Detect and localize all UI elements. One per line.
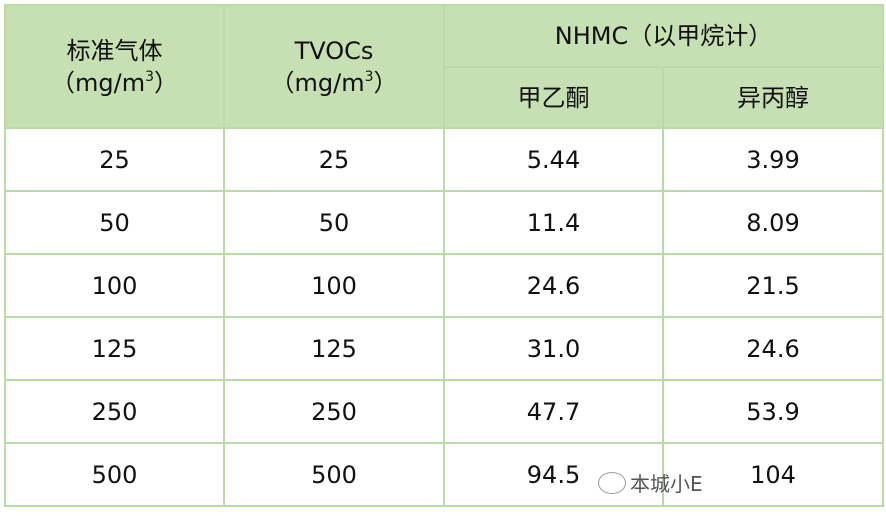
header-tvocs: TVOCs （mg/m3） [223,4,445,129]
table-cell: 125 [223,316,445,381]
table-cell: 50 [223,190,445,255]
table-row: 250 250 47.7 53.9 [4,379,884,444]
header-nhmc: NHMC（以甲烷计） [443,4,884,68]
table-cell: 11.4 [443,190,664,255]
table-row: 125 125 31.0 24.6 [4,316,884,381]
table-cell: 104 [662,442,884,507]
header-unit: （mg/m3） [6,67,223,99]
table-cell: 125 [4,316,225,381]
table-cell: 100 [4,253,225,318]
data-table: 标准气体 （mg/m3） TVOCs （mg/m3） NHMC（以甲烷计） 甲乙… [4,4,884,507]
table-cell: 5.44 [443,127,664,192]
table-cell: 50 [4,190,225,255]
table-cell: 53.9 [662,379,884,444]
table-row: 25 25 5.44 3.99 [4,127,884,192]
table-cell: 24.6 [662,316,884,381]
header-label: TVOCs [294,36,374,65]
table-cell: 25 [4,127,225,192]
header-unit: （mg/m3） [225,67,443,99]
table-cell: 24.6 [443,253,664,318]
unit-text: （mg/m [270,68,365,97]
unit-close: ） [154,68,178,97]
unit-text: （mg/m [51,68,146,97]
header-mek: 甲乙酮 [443,66,664,129]
table-cell: 250 [223,379,445,444]
table-row: 100 100 24.6 21.5 [4,253,884,318]
header-ipa: 异丙醇 [662,66,884,129]
table-cell: 94.5 [443,442,664,507]
header-label: 标准气体 [66,36,163,65]
table-row: 500 500 94.5 104 [4,442,884,507]
unit-close: ） [373,68,398,97]
watermark-text: 本城小E [630,472,703,496]
unit-sup: 3 [145,68,154,85]
wechat-icon [598,471,626,494]
watermark: 本城小E [598,468,703,497]
table-cell: 500 [223,442,445,507]
header-standard-gas: 标准气体 （mg/m3） [4,4,225,129]
table-cell: 25 [223,127,445,192]
table-cell: 3.99 [662,127,884,192]
table-cell: 100 [223,253,445,318]
table-cell: 31.0 [443,316,664,381]
table-cell: 21.5 [662,253,884,318]
table-cell: 47.7 [443,379,664,444]
unit-sup: 3 [364,68,374,85]
table-cell: 8.09 [662,190,884,255]
table-row: 50 50 11.4 8.09 [4,190,884,255]
table-cell: 250 [4,379,225,444]
table-cell: 500 [4,442,225,507]
